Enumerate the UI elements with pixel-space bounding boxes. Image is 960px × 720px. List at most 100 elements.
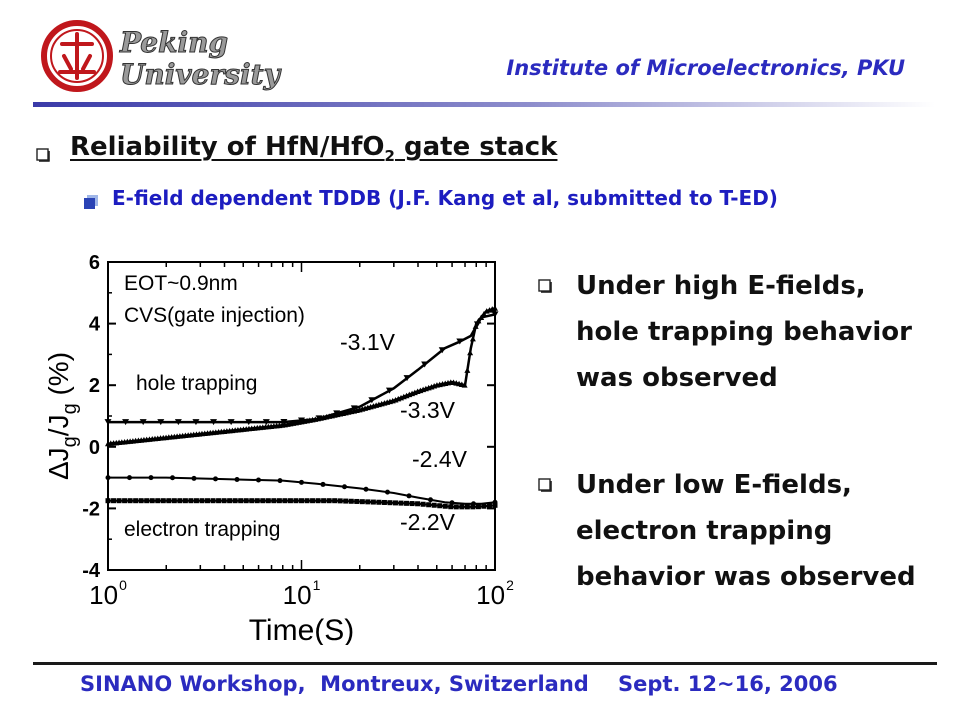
series-marker (420, 501, 426, 507)
series-marker (442, 503, 448, 509)
institute-name: Institute of Microelectronics, PKU (506, 56, 905, 80)
series-marker (475, 504, 481, 510)
series-marker (127, 498, 133, 504)
y-tick-label: 4 (89, 314, 101, 336)
footer-text: SINANO Workshop, Montreux, Switzerland S… (80, 672, 838, 696)
series-marker (170, 475, 175, 481)
series-marker (459, 504, 465, 510)
title-subscript: 2 (384, 147, 395, 166)
series-marker (127, 475, 132, 481)
series-marker (472, 323, 479, 329)
series-marker (210, 419, 218, 426)
checkbox-bullet-icon (538, 279, 552, 293)
series-marker (315, 498, 321, 504)
title-text: Reliability of HfN/HfO (70, 132, 385, 162)
chart-series (104, 305, 499, 510)
series-label: -3.3V (400, 397, 456, 423)
header-divider (33, 102, 935, 107)
y-tick-label: -4 (82, 560, 101, 582)
series-marker (193, 498, 199, 504)
series-marker (262, 419, 270, 426)
series-marker (368, 397, 376, 404)
footer-divider (33, 662, 937, 665)
series-marker (249, 498, 255, 504)
series-marker (492, 305, 498, 311)
series-marker (326, 498, 332, 504)
series-marker (287, 498, 293, 504)
series-marker (227, 498, 233, 504)
series-marker (192, 419, 200, 426)
svg-text:Peking: Peking (119, 26, 228, 59)
series-marker (449, 500, 455, 506)
series-marker (105, 498, 111, 504)
annotation: hole trapping (136, 372, 257, 395)
square-bullet-icon (84, 195, 98, 209)
series-marker (438, 347, 446, 354)
series-marker (245, 419, 253, 426)
series-marker (299, 498, 304, 504)
annotation: EOT~0.9nm (124, 272, 238, 295)
series-marker (282, 498, 288, 504)
series-marker (453, 504, 459, 510)
series-marker (320, 481, 326, 487)
series-marker (171, 498, 177, 504)
series-marker (260, 498, 266, 504)
series-marker (191, 475, 197, 481)
series-marker (363, 486, 369, 492)
series-marker (122, 498, 128, 504)
series-marker (470, 504, 476, 510)
series-marker (111, 498, 117, 504)
series-marker (406, 493, 412, 499)
chart-labels: -4 -2 0 2 4 6 100 101 102 Time(S) ΔJg/Jg (%) -3.1V -… (43, 252, 514, 645)
x-tick-label: 102 (476, 577, 514, 610)
series-label: -3.1V (340, 329, 396, 355)
series-marker (332, 498, 338, 504)
bullet-point-2: Under low E-fields, electron trapping be… (538, 462, 960, 600)
series-marker (486, 503, 492, 509)
series-marker (478, 314, 485, 320)
series-marker (481, 503, 487, 509)
series-marker (343, 498, 349, 504)
series-marker (232, 498, 238, 504)
series-marker (475, 317, 482, 324)
series-label: -2.2V (400, 509, 456, 535)
series-marker (461, 382, 468, 388)
series-marker (299, 479, 304, 485)
series-marker (138, 498, 144, 504)
series-label: -2.4V (412, 446, 468, 472)
series-marker (354, 498, 360, 504)
series-marker (337, 498, 343, 504)
series-marker (122, 419, 130, 426)
series-marker (144, 498, 150, 504)
series-marker (293, 498, 299, 504)
series-marker (227, 419, 235, 426)
series-marker (155, 498, 161, 504)
series-marker (277, 478, 283, 484)
series-marker (321, 498, 327, 504)
series-marker (348, 498, 354, 504)
series-marker (469, 335, 476, 342)
series-marker (216, 498, 222, 504)
series-marker (280, 419, 288, 426)
bullet-text: Under high E-fields, hole trapping behav… (576, 271, 912, 393)
y-tick-label: -2 (82, 498, 100, 520)
series-marker (243, 498, 249, 504)
annotation: CVS(gate injection) (124, 304, 305, 327)
bullet-point-1: Under high E-fields, hole trapping behav… (538, 263, 960, 401)
series-marker (350, 405, 358, 412)
series-marker (376, 499, 382, 505)
checkbox-bullet-icon (36, 148, 50, 162)
series-marker (431, 502, 437, 508)
y-tick-label: 2 (89, 375, 100, 397)
y-tick-label: 0 (89, 437, 100, 459)
series-marker (205, 498, 211, 504)
series-marker (199, 498, 205, 504)
subheading: E-field dependent TDDB (J.F. Kang et al,… (112, 186, 778, 210)
series-marker (464, 504, 470, 510)
series-marker (365, 499, 371, 505)
series-marker (385, 387, 393, 394)
tddb-chart: -4 -2 0 2 4 6 100 101 102 Time(S) ΔJg/Jg (%) -3.1V -… (43, 252, 514, 645)
series-marker (448, 504, 454, 510)
series-marker (139, 419, 147, 426)
series-marker (467, 349, 474, 356)
